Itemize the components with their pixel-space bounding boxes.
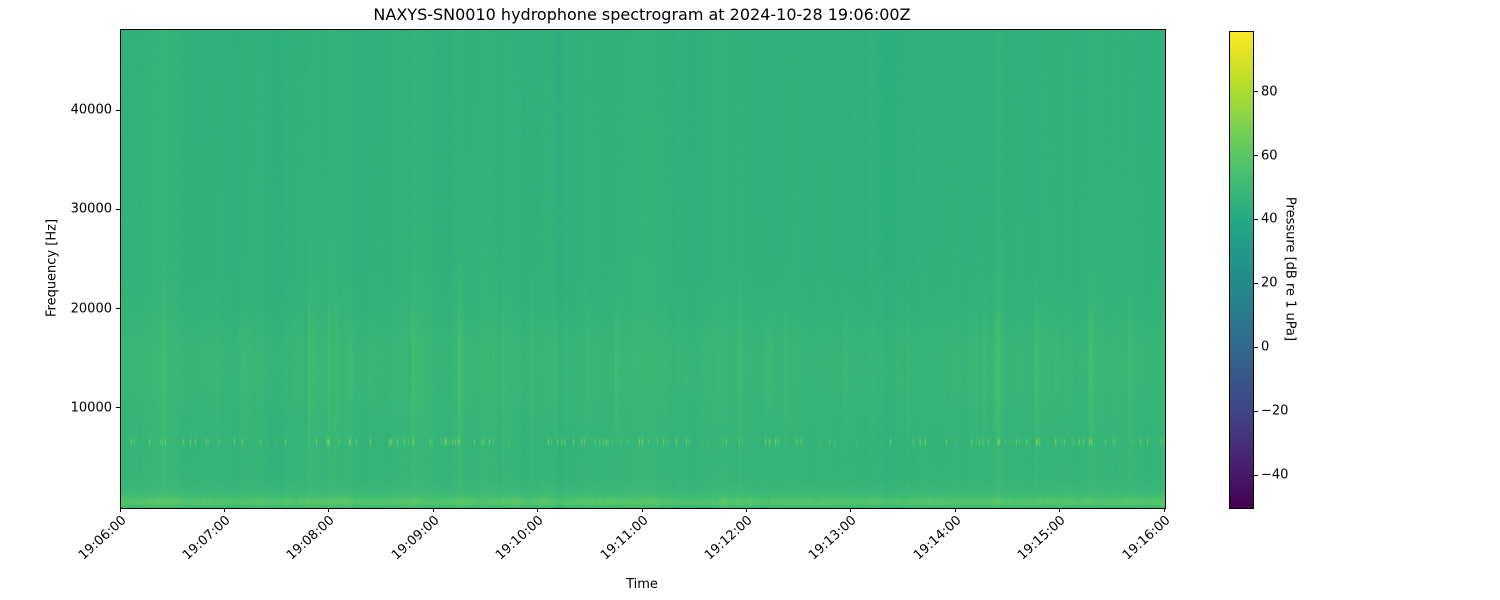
x-tick-label: 19:06:00: [75, 513, 130, 564]
x-tick-mark: [328, 508, 330, 512]
x-tick-label: 19:10:00: [493, 513, 547, 564]
colorbar-tick-label: −40: [1261, 467, 1289, 483]
y-tick-label: 20000: [70, 301, 112, 317]
colorbar-tick-label: 20: [1261, 275, 1278, 291]
x-tick-mark: [223, 508, 225, 512]
x-tick-label: 19:11:00: [597, 513, 652, 564]
x-tick-label: 19:13:00: [806, 513, 860, 564]
colorbar-tick-mark: [1254, 410, 1258, 412]
colorbar-tick-label: 0: [1261, 339, 1270, 355]
x-axis-label: Time: [626, 577, 658, 592]
x-tick-mark: [537, 508, 539, 512]
colorbar-tick-mark: [1254, 155, 1258, 157]
y-tick-label: 30000: [70, 201, 112, 217]
x-tick-mark: [641, 508, 643, 512]
colorbar-tick-mark: [1254, 346, 1258, 348]
y-tick-label: 40000: [70, 102, 112, 118]
x-tick-mark: [745, 508, 747, 512]
spectrogram-plot-area: [120, 29, 1166, 509]
colorbar-tick-mark: [1254, 474, 1258, 476]
y-tick-mark: [116, 308, 120, 310]
y-axis-label: Frequency [Hz]: [44, 218, 60, 318]
y-tick-mark: [116, 109, 120, 111]
x-tick-mark: [119, 508, 121, 512]
y-tick-mark: [116, 407, 120, 409]
x-tick-mark: [1059, 508, 1061, 512]
colorbar-tick-label: −20: [1261, 403, 1289, 419]
x-tick-mark: [850, 508, 852, 512]
colorbar-label: Pressure [dB re 1 uPa]: [1282, 196, 1298, 342]
x-tick-label: 19:15:00: [1015, 513, 1069, 564]
y-tick-label: 10000: [70, 400, 112, 416]
colorbar-tick-label: 80: [1261, 84, 1278, 100]
x-tick-label: 19:14:00: [910, 513, 965, 564]
colorbar-tick-mark: [1254, 91, 1258, 93]
colorbar-tick-mark: [1254, 218, 1258, 220]
x-tick-mark: [432, 508, 434, 512]
colorbar-gradient: [1230, 32, 1253, 508]
x-tick-label: 19:07:00: [180, 513, 234, 564]
x-tick-mark: [954, 508, 956, 512]
x-tick-label: 19:16:00: [1119, 513, 1174, 564]
colorbar-tick-label: 40: [1261, 211, 1278, 227]
colorbar: [1229, 31, 1254, 509]
x-tick-label: 19:08:00: [284, 513, 338, 564]
spectrogram-image: [121, 30, 1165, 508]
x-tick-label: 19:12:00: [702, 513, 756, 564]
x-tick-label: 19:09:00: [388, 513, 443, 564]
chart-title: NAXYS-SN0010 hydrophone spectrogram at 2…: [373, 5, 911, 24]
y-tick-mark: [116, 208, 120, 210]
colorbar-tick-mark: [1254, 282, 1258, 284]
x-tick-mark: [1163, 508, 1165, 512]
colorbar-tick-label: 60: [1261, 148, 1278, 164]
